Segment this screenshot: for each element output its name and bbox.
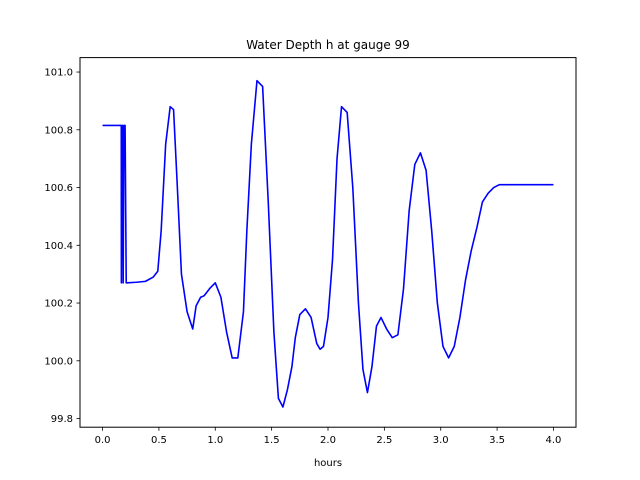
x-tick-label: 2.0 [320,435,336,446]
series-layer [102,79,554,408]
y-tick-label: 100.0 [44,356,73,367]
y-tick-label: 100.8 [44,125,73,136]
x-tick-label: 0.0 [95,435,111,446]
y-tick-label: 100.4 [44,241,73,252]
x-tick-label: 1.5 [264,435,280,446]
y-tick-label: 101.0 [44,68,73,79]
y-tick-label: 100.6 [44,183,73,194]
series-line-0 [102,79,554,408]
x-axis-label: hours [314,458,342,469]
y-axis-ticks: 99.8 100.0 100.2 100.4 100.6 100.8 101.0 [44,68,80,425]
plot-frame [79,57,577,428]
plot-area [80,57,576,428]
x-tick-label: 0.5 [151,435,167,446]
x-tick-label: 3.0 [433,435,449,446]
y-tick-label: 100.2 [44,299,73,310]
y-tick-label: 99.8 [51,414,73,425]
x-tick-label: 4.0 [546,435,562,446]
x-axis-ticks: 0.0 0.5 1.0 1.5 2.0 2.5 3.0 3.5 4.0 [95,427,562,446]
x-tick-label: 1.0 [207,435,223,446]
x-tick-label: 2.5 [376,435,392,446]
chart-title: Water Depth h at gauge 99 [246,38,410,52]
x-tick-label: 3.5 [489,435,505,446]
